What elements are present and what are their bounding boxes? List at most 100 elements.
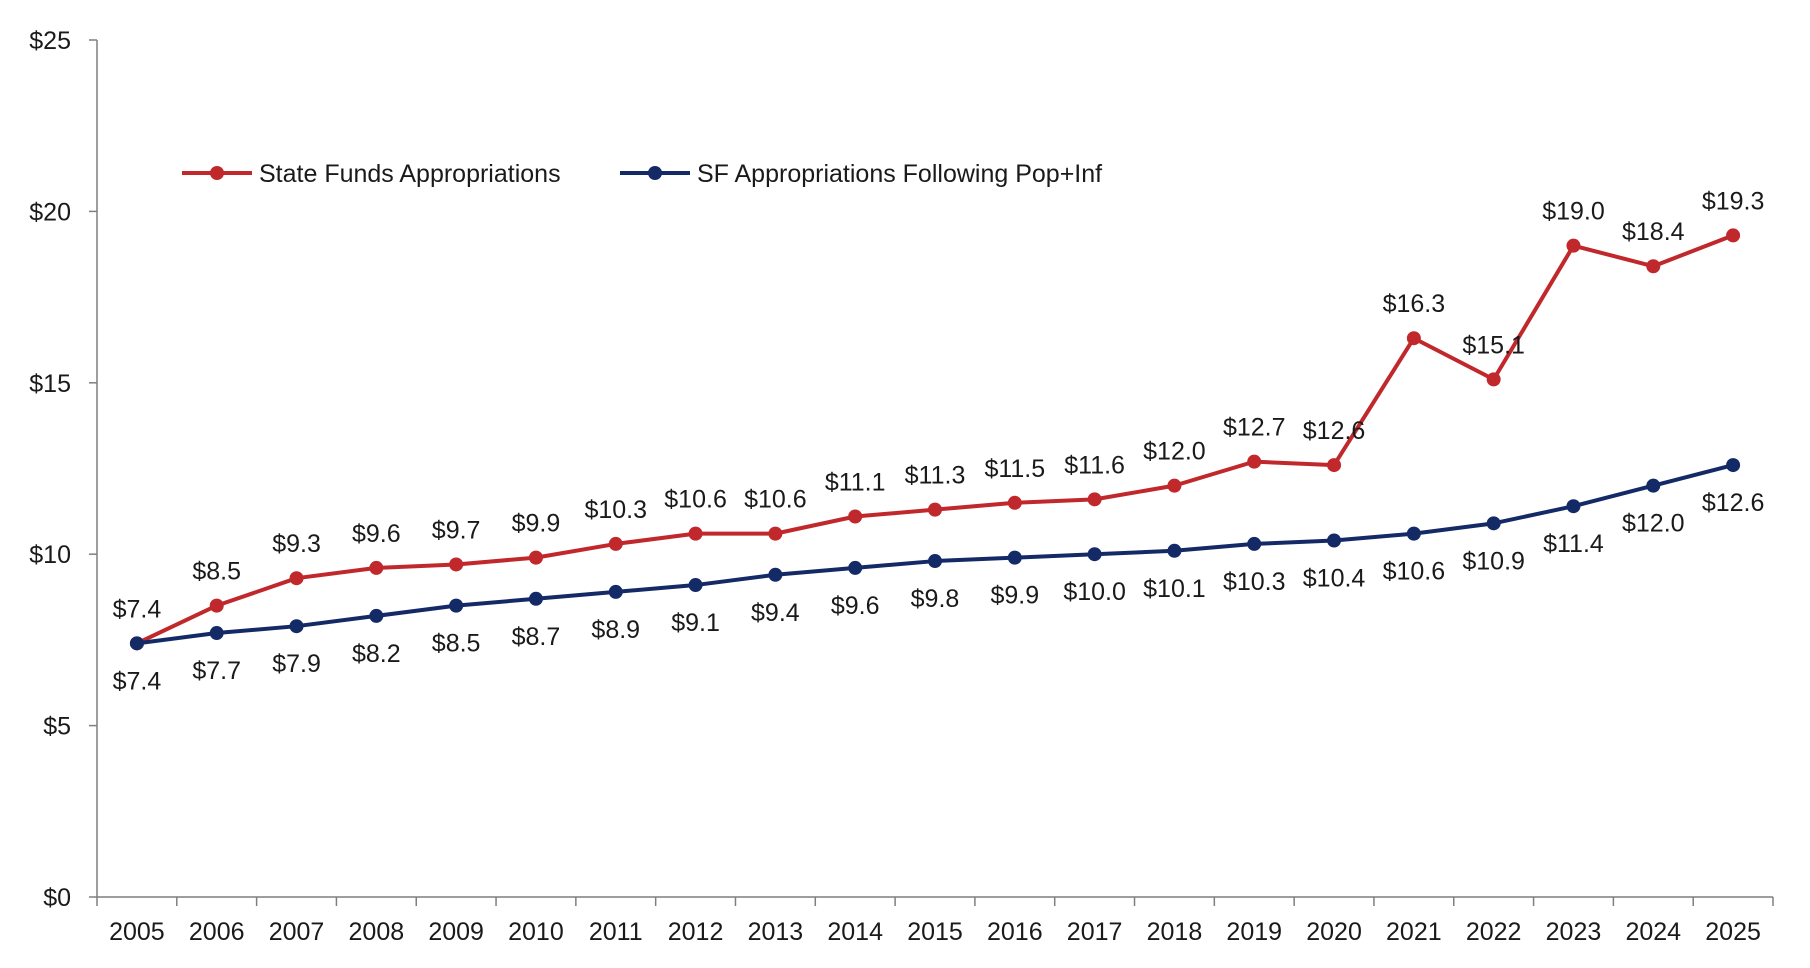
data-label: $8.7 — [512, 623, 561, 651]
series-layer — [129, 228, 1741, 651]
data-label: $9.8 — [911, 585, 960, 613]
data-label: $18.4 — [1622, 218, 1685, 246]
data-point — [1167, 478, 1182, 493]
data-point — [1087, 492, 1102, 507]
data-point — [608, 536, 623, 551]
data-label: $10.9 — [1462, 547, 1525, 575]
data-point — [1327, 458, 1342, 473]
data-label: $7.4 — [113, 667, 162, 695]
data-label: $10.6 — [1383, 558, 1446, 586]
data-point — [1726, 228, 1741, 243]
data-point — [209, 598, 224, 613]
data-label: $12.0 — [1143, 438, 1206, 466]
x-tick-label: 2013 — [748, 918, 804, 946]
data-point — [688, 578, 703, 593]
x-tick-label: 2008 — [349, 918, 405, 946]
data-point — [289, 571, 304, 586]
x-tick-label: 2010 — [508, 918, 564, 946]
data-label: $19.0 — [1542, 198, 1605, 226]
data-label: $10.3 — [1223, 568, 1286, 596]
data-label: $9.4 — [751, 599, 800, 627]
data-label: $9.1 — [671, 609, 720, 637]
data-label: $16.3 — [1383, 290, 1446, 318]
x-tick-label: 2014 — [827, 918, 883, 946]
data-point — [928, 502, 942, 517]
data-label: $9.6 — [352, 520, 401, 548]
data-point — [528, 550, 543, 565]
data-label: $10.1 — [1143, 575, 1206, 603]
data-point — [1007, 550, 1022, 565]
data-labels: $7.4 $8.5 $9.3 $9.6 $9.7 $9.9 $10.3 $10.6 $10.6 $… — [113, 187, 1765, 695]
data-point — [369, 560, 384, 575]
data-label: $11.6 — [1064, 451, 1125, 479]
legend-label: SF Appropriations Following Pop+Inf — [697, 160, 1102, 188]
data-label: $8.9 — [591, 616, 640, 644]
data-label: $11.1 — [825, 468, 886, 496]
legend: State Funds Appropriations SF Appropriati… — [182, 160, 1102, 188]
data-label: $19.3 — [1702, 187, 1765, 215]
data-label: $7.9 — [272, 650, 321, 678]
data-point — [369, 608, 384, 623]
x-tick-label: 2025 — [1705, 918, 1761, 946]
data-label: $12.6 — [1303, 417, 1366, 445]
legend-marker — [648, 166, 662, 180]
x-tick-label: 2019 — [1226, 918, 1282, 946]
y-tick-label: $10 — [29, 541, 71, 569]
data-label: $10.6 — [744, 486, 807, 514]
data-label: $10.4 — [1303, 564, 1366, 592]
data-label: $9.9 — [990, 582, 1039, 610]
x-tick-label: 2021 — [1386, 918, 1442, 946]
data-point — [1406, 331, 1421, 346]
data-label: $9.6 — [831, 592, 880, 620]
data-point — [1247, 454, 1262, 469]
x-tick-label: 2005 — [109, 918, 165, 946]
data-label: $11.5 — [984, 455, 1045, 483]
data-label: $8.5 — [432, 630, 481, 658]
x-tick-label: 2022 — [1466, 918, 1522, 946]
data-point — [1646, 478, 1661, 493]
data-point — [209, 626, 224, 641]
y-tick-label: $5 — [43, 713, 71, 741]
data-point — [1646, 259, 1661, 274]
data-point — [768, 526, 783, 541]
legend-marker — [210, 166, 224, 180]
data-point — [848, 509, 863, 524]
series-line — [136, 233, 1734, 646]
data-point — [608, 584, 623, 599]
data-label: $11.4 — [1543, 530, 1604, 558]
data-point — [1486, 372, 1501, 387]
y-tick-label: $20 — [29, 198, 71, 226]
data-point — [1566, 238, 1581, 253]
x-tick-label: 2016 — [987, 918, 1043, 946]
y-tick-label: $25 — [29, 27, 71, 55]
y-tick-label: $0 — [43, 884, 71, 912]
data-label: $12.7 — [1223, 414, 1286, 442]
axes: $0 $5 $10 $15 $20 $25 2005 2006 2007 2008 2009 2010… — [29, 27, 1774, 946]
data-point — [289, 619, 304, 634]
legend-label: State Funds Appropriations — [259, 160, 561, 188]
data-point — [129, 636, 144, 651]
x-tick-label: 2006 — [189, 918, 245, 946]
data-label: $15.1 — [1462, 331, 1525, 359]
data-label: $12.6 — [1702, 489, 1765, 517]
data-point — [1486, 516, 1501, 531]
x-tick-label: 2018 — [1147, 918, 1203, 946]
data-label: $7.4 — [113, 595, 162, 623]
data-label: $10.0 — [1063, 578, 1126, 606]
x-tick-label: 2009 — [428, 918, 484, 946]
data-label: $10.6 — [664, 486, 727, 514]
x-tick-label: 2017 — [1067, 918, 1123, 946]
x-tick-label: 2012 — [668, 918, 724, 946]
data-point — [1087, 547, 1102, 562]
data-point — [1327, 533, 1342, 548]
x-tick-label: 2020 — [1306, 918, 1362, 946]
x-tick-label: 2024 — [1625, 918, 1681, 946]
data-label: $11.3 — [905, 462, 966, 490]
data-point — [928, 554, 942, 569]
data-point — [1247, 536, 1262, 551]
data-label: $10.3 — [584, 496, 647, 524]
data-point — [848, 560, 863, 575]
x-tick-label: 2015 — [907, 918, 963, 946]
data-label: $9.9 — [512, 510, 561, 538]
